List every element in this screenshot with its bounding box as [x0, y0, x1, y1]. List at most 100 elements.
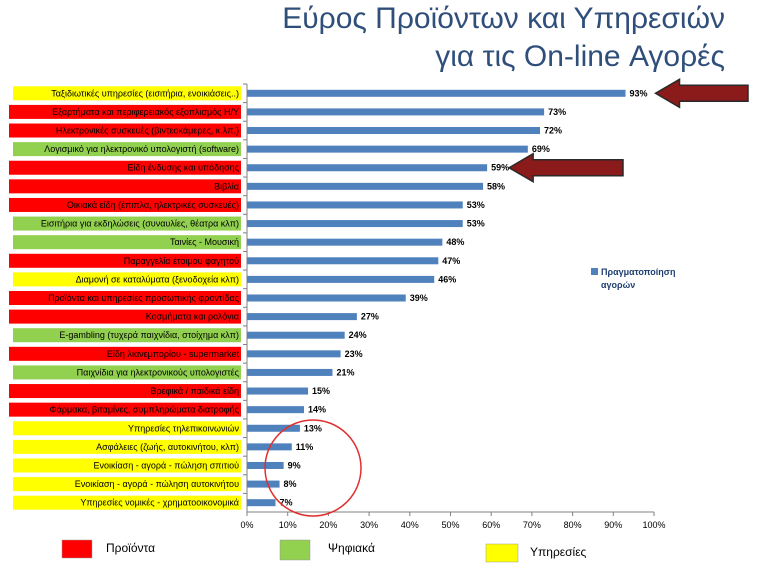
x-tick-label: 50%: [441, 520, 459, 530]
key-label: Ψηφιακά: [328, 541, 375, 555]
x-tick-label: 60%: [482, 520, 500, 530]
category-label: Ασφάλειες (ζωής, αυτοκινήτου, κλπ): [96, 442, 239, 452]
x-tick-label: 20%: [319, 520, 337, 530]
category-label-background: [13, 495, 241, 510]
value-label: 72%: [544, 126, 562, 136]
category-label-background: [13, 439, 241, 454]
value-label: 21%: [336, 367, 354, 377]
bar: [247, 331, 345, 339]
value-label: 73%: [548, 107, 566, 117]
value-label: 9%: [288, 460, 301, 470]
bar: [247, 108, 545, 116]
category-label: Ταινίες - Μουσική: [170, 237, 239, 247]
category-label: Ταξιδιωτικές υπηρεσίες (εισιτήρια, ενοικ…: [51, 88, 239, 98]
bar: [247, 350, 341, 358]
category-label-background: [13, 328, 241, 343]
bar: [247, 238, 443, 246]
highlight-circle: [264, 419, 362, 517]
category-label: Είδη λιανεμπορίου - supermarket: [107, 349, 240, 359]
category-label: Κοσμήματα και ρολόγια: [146, 312, 239, 322]
value-label: 48%: [446, 237, 464, 247]
value-label: 13%: [304, 423, 322, 433]
bar: [247, 480, 280, 488]
value-label: 53%: [467, 219, 485, 229]
x-tick-label: 40%: [401, 520, 419, 530]
value-label: 7%: [279, 498, 292, 508]
value-label: 47%: [442, 256, 460, 266]
value-label: 69%: [532, 144, 550, 154]
bar: [247, 89, 626, 97]
legend-label: Πραγματοποίηση αγορών: [601, 267, 675, 290]
bar: [247, 201, 463, 209]
category-label-background: [9, 197, 241, 212]
bar: [247, 294, 406, 302]
category-label-background: [13, 421, 241, 436]
category-label: Οικιακά είδη (έπιπλα, ηλεκτρικές συσκευέ…: [67, 200, 239, 210]
x-tick-label: 100%: [642, 520, 665, 530]
category-label: Ηλεκτρονικές συσκευές (βιντεοκάμερες, κ.…: [56, 126, 239, 136]
category-label-background: [9, 346, 241, 361]
value-label: 46%: [438, 274, 456, 284]
category-label: Εισιτήρια για εκδηλώσεις (συναυλίες, θέα…: [41, 219, 239, 229]
category-label: Ενοικίαση - αγορά - πώληση σπιτιού: [93, 460, 239, 470]
value-label: 53%: [467, 200, 485, 210]
category-label-background: [9, 104, 241, 119]
bar: [247, 182, 484, 190]
category-label-background: [9, 384, 241, 399]
value-label: 27%: [361, 312, 379, 322]
bar: [247, 406, 304, 414]
x-tick-label: 90%: [604, 520, 622, 530]
category-label-background: [9, 402, 241, 417]
category-label: Φάρμακα, βιταμίνες, συμπληρώματα διατροφ…: [50, 405, 240, 415]
value-label: 59%: [491, 163, 509, 173]
category-label: Προϊόντα και υπηρεσίες προσωπικής φροντί…: [48, 293, 240, 303]
bar: [247, 275, 435, 283]
category-label-background: [13, 235, 241, 250]
value-label: 24%: [349, 330, 367, 340]
bar: [247, 368, 333, 376]
bar: [247, 145, 528, 153]
value-label: 39%: [410, 293, 428, 303]
x-tick-label: 80%: [564, 520, 582, 530]
bar: [247, 313, 357, 321]
category-label-background: [9, 309, 241, 324]
key-swatch: [279, 539, 311, 561]
chart-title-line-1: Εύρος Προϊόντων και Υπηρεσιών: [282, 2, 725, 35]
category-label: Βιβλία: [214, 181, 239, 191]
category-label: E-gambling (τυχερά παιχνίδια, στοίχημα κ…: [59, 330, 239, 340]
bar: [247, 127, 541, 135]
category-label-background: [13, 477, 241, 492]
value-label: 93%: [630, 88, 648, 98]
category-label-background: [13, 365, 241, 380]
highlight-arrow-icon: [654, 77, 749, 109]
category-label: Διαμονή σε καταλύματα (ξενοδοχεία κλπ): [76, 274, 239, 284]
bar: [247, 424, 300, 432]
category-label-background: [9, 291, 241, 305]
category-label: Υπηρεσίες τηλεπικοινωνιών: [128, 423, 239, 433]
value-label: 14%: [308, 405, 326, 415]
category-label: Είδη ένδυσης και υπόδησης: [127, 163, 239, 173]
bar: [247, 257, 439, 265]
x-tick-label: 70%: [523, 520, 541, 530]
value-label: 11%: [296, 442, 314, 452]
key-swatch: [61, 539, 93, 559]
category-label-background: [13, 86, 241, 101]
category-label-background: [9, 160, 241, 175]
category-label: Λογισμικό για ηλεκτρονικό υπολογιστή (so…: [44, 144, 239, 154]
category-label: Εξαρτήματα και περιφερειακός εξοπλισμός …: [52, 107, 239, 117]
bar: [247, 220, 463, 228]
highlight-arrow-icon: [507, 152, 624, 184]
bar: [247, 387, 309, 395]
key-swatch: [485, 543, 519, 563]
category-label: Υπηρεσίες νομικές - χρηματοοικονομικά: [80, 498, 239, 508]
category-label-background: [9, 123, 241, 138]
category-label-background: [13, 142, 241, 157]
category-label-background: [9, 253, 241, 268]
category-label: Βρεφικά / παιδικά είδη: [151, 386, 239, 396]
bar: [247, 164, 488, 172]
category-label-background: [13, 458, 241, 473]
x-tick-label: 0%: [240, 520, 253, 530]
x-tick-label: 10%: [279, 520, 297, 530]
value-label: 15%: [312, 386, 330, 396]
